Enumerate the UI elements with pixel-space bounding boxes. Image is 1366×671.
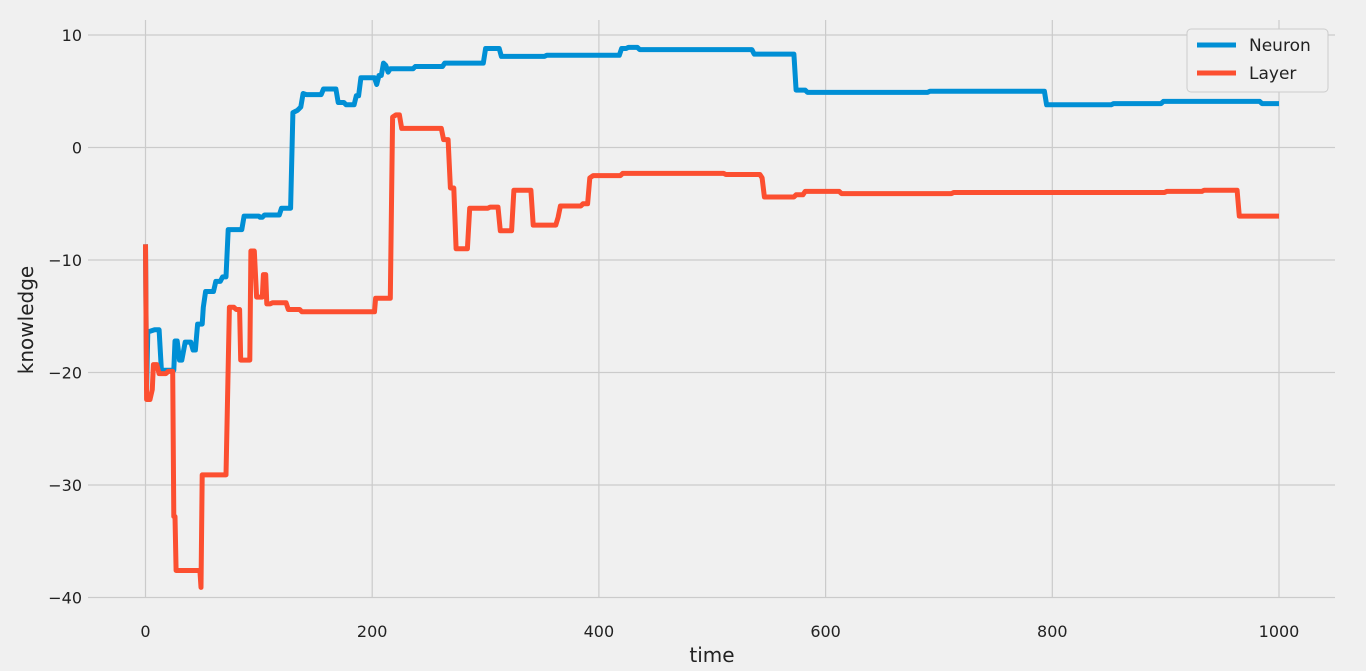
legend-label-neuron: Neuron [1249,36,1311,56]
series-line-layer [143,112,1279,590]
y-axis-label: knowledge [14,266,38,374]
y-tick-label: −20 [48,364,82,383]
y-tick-label: −10 [48,251,82,270]
x-tick-label: 600 [810,622,841,641]
y-tick-label: −30 [48,476,82,495]
x-tick-label: 0 [140,622,150,641]
y-tick-label: 0 [72,139,82,158]
series-line-neuron [143,44,1279,392]
series-group [143,44,1279,590]
y-tick-labels: 10 0 −10 −20 −30 −40 [48,26,82,608]
y-tick-label: −40 [48,589,82,608]
x-tick-label: 400 [584,622,615,641]
x-tick-label: 800 [1037,622,1068,641]
y-tick-label: 10 [62,26,82,45]
legend-label-layer: Layer [1249,64,1296,84]
x-tick-label: 1000 [1259,622,1300,641]
legend: Neuron Layer [1186,28,1329,93]
x-axis-label: time [689,643,734,667]
grid [88,20,1335,599]
x-tick-labels: 0 200 400 600 800 1000 [140,622,1299,641]
x-tick-label: 200 [357,622,388,641]
